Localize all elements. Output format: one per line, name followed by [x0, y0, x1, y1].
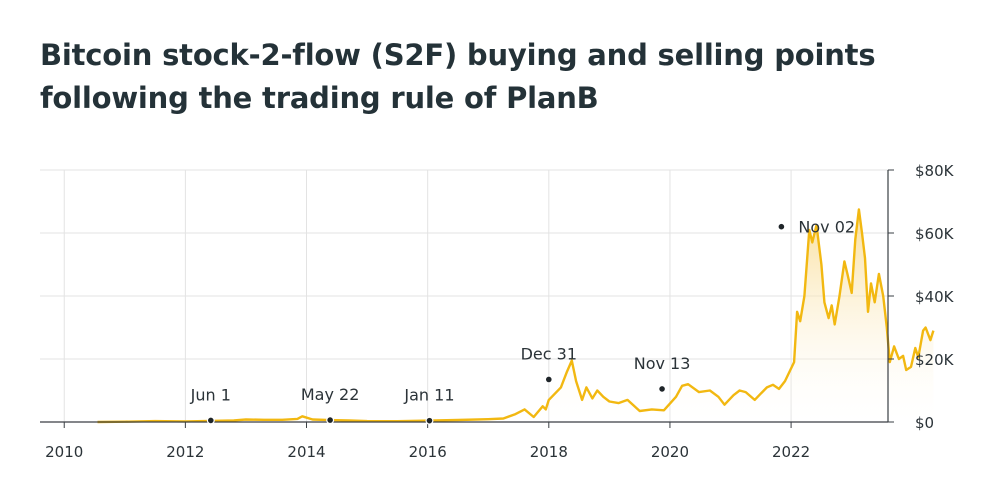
annotation-label: Dec 31: [521, 344, 577, 363]
price-series: [97, 208, 935, 424]
chart-title-line-1: Bitcoin stock-2-flow (S2F) buying and se…: [40, 38, 876, 72]
x-tick-label: 2014: [287, 443, 325, 461]
y-tick-label: $40K: [915, 288, 955, 306]
chart-title: Bitcoin stock-2-flow (S2F) buying and se…: [40, 34, 940, 120]
axes: $0 $20K $40K $60K $80K 2010 2012 2014 2016 2018 20…: [40, 162, 955, 461]
series-area: [97, 209, 934, 422]
series-line: [97, 208, 935, 424]
annotation-marker: [777, 222, 786, 231]
chart-title-line-2: following the trading rule of PlanB: [40, 81, 599, 115]
x-tick-label: 2020: [651, 443, 689, 461]
annotations: Jun 1 May 22 Jan 11 Dec 31 Nov 13 Nov 02: [190, 218, 855, 425]
annotation-marker: [658, 384, 667, 393]
x-tick-label: 2016: [409, 443, 447, 461]
annotation-label: May 22: [301, 385, 360, 404]
annotation-label: Nov 13: [634, 354, 691, 373]
x-tick-label: 2012: [166, 443, 204, 461]
y-tick-label: $80K: [915, 162, 955, 180]
annotation-marker: [326, 416, 335, 425]
x-tick-label: 2010: [45, 443, 83, 461]
y-tick-label: $20K: [915, 351, 955, 369]
x-tick-label: 2018: [530, 443, 568, 461]
y-tick-label: $60K: [915, 225, 955, 243]
grid: [40, 169, 888, 422]
annotation-label: Nov 02: [798, 218, 855, 237]
annotation-marker: [544, 375, 553, 384]
annotation-label: Jan 11: [403, 386, 454, 405]
annotation-marker: [425, 416, 434, 425]
y-tick-label: $0: [915, 414, 934, 432]
area-fill: [97, 209, 934, 422]
x-tick-label: 2022: [772, 443, 810, 461]
annotation-marker: [206, 416, 215, 425]
annotation-label: Jun 1: [190, 385, 231, 404]
